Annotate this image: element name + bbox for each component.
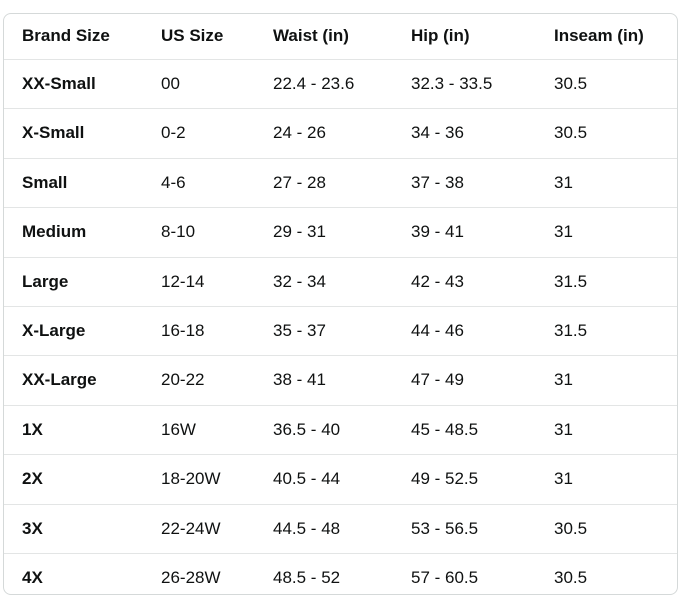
value-cell: 29 - 31 [255, 207, 393, 258]
value-cell: 37 - 38 [393, 157, 536, 208]
table-row: Large 12-14 32 - 34 42 - 43 31.5 [4, 256, 677, 307]
value-cell: 53 - 56.5 [393, 503, 536, 554]
value-cell: 36.5 - 40 [255, 404, 393, 455]
value-cell: 32.3 - 33.5 [393, 58, 536, 109]
size-chart-body: XX-Small 00 22.4 - 23.6 32.3 - 33.5 30.5 X-Sm… [4, 58, 677, 594]
table-row: 3X 22-24W 44.5 - 48 53 - 56.5 30.5 [4, 503, 677, 554]
value-cell: 57 - 60.5 [393, 552, 536, 594]
header-row: Brand Size US Size Waist (in) Hip (in) Insea… [4, 14, 677, 60]
value-cell: 40.5 - 44 [255, 454, 393, 505]
value-cell: 20-22 [143, 355, 255, 406]
table-row: 2X 18-20W 40.5 - 44 49 - 52.5 31 [4, 454, 677, 505]
value-cell: 22-24W [143, 503, 255, 554]
value-cell: 47 - 49 [393, 355, 536, 406]
brand-size-cell: XX-Large [4, 355, 143, 406]
value-cell: 34 - 36 [393, 108, 536, 159]
value-cell: 44 - 46 [393, 305, 536, 356]
brand-size-cell: XX-Small [4, 58, 143, 109]
table-row: X-Large 16-18 35 - 37 44 - 46 31.5 [4, 305, 677, 356]
value-cell: 26-28W [143, 552, 255, 594]
value-cell: 18-20W [143, 454, 255, 505]
value-cell: 38 - 41 [255, 355, 393, 406]
value-cell: 12-14 [143, 256, 255, 307]
table-row: 1X 16W 36.5 - 40 45 - 48.5 31 [4, 404, 677, 455]
table-row: XX-Large 20-22 38 - 41 47 - 49 31 [4, 355, 677, 406]
value-cell: 31 [536, 404, 677, 455]
table-row: XX-Small 00 22.4 - 23.6 32.3 - 33.5 30.5 [4, 58, 677, 109]
value-cell: 30.5 [536, 552, 677, 594]
value-cell: 0-2 [143, 108, 255, 159]
size-chart-table: Brand Size US Size Waist (in) Hip (in) Insea… [4, 14, 677, 594]
value-cell: 31 [536, 454, 677, 505]
brand-size-cell: 1X [4, 404, 143, 455]
column-header-hip-in: Hip (in) [411, 26, 470, 46]
brand-size-cell: 4X [4, 552, 143, 594]
value-cell: 45 - 48.5 [393, 404, 536, 455]
value-cell: 30.5 [536, 503, 677, 554]
brand-size-cell: X-Small [4, 108, 143, 159]
value-cell: 31 [536, 157, 677, 208]
brand-size-cell: Small [4, 157, 143, 208]
value-cell: 32 - 34 [255, 256, 393, 307]
value-cell: 31 [536, 355, 677, 406]
value-cell: 35 - 37 [255, 305, 393, 356]
table-row: X-Small 0-2 24 - 26 34 - 36 30.5 [4, 108, 677, 159]
value-cell: 30.5 [536, 58, 677, 109]
brand-size-cell: Large [4, 256, 143, 307]
value-cell: 27 - 28 [255, 157, 393, 208]
column-header-us-size: US Size [161, 26, 224, 46]
value-cell: 16-18 [143, 305, 255, 356]
value-cell: 31.5 [536, 305, 677, 356]
value-cell: 22.4 - 23.6 [255, 58, 393, 109]
column-header-brand-size: Brand Size [22, 26, 110, 46]
value-cell: 48.5 - 52 [255, 552, 393, 594]
value-cell: 24 - 26 [255, 108, 393, 159]
value-cell: 30.5 [536, 108, 677, 159]
brand-size-cell: 3X [4, 503, 143, 554]
value-cell: 8-10 [143, 207, 255, 258]
value-cell: 49 - 52.5 [393, 454, 536, 505]
value-cell: 31 [536, 207, 677, 258]
column-header-waist-in: Waist (in) [273, 26, 349, 46]
value-cell: 39 - 41 [393, 207, 536, 258]
value-cell: 4-6 [143, 157, 255, 208]
brand-size-cell: X-Large [4, 305, 143, 356]
table-row: 4X 26-28W 48.5 - 52 57 - 60.5 30.5 [4, 552, 677, 594]
column-header-inseam-in: Inseam (in) [554, 26, 644, 46]
table-row: Small 4-6 27 - 28 37 - 38 31 [4, 157, 677, 208]
value-cell: 16W [143, 404, 255, 455]
value-cell: 42 - 43 [393, 256, 536, 307]
brand-size-cell: 2X [4, 454, 143, 505]
size-chart-card: Brand Size US Size Waist (in) Hip (in) Insea… [3, 13, 678, 595]
value-cell: 31.5 [536, 256, 677, 307]
value-cell: 00 [143, 58, 255, 109]
brand-size-cell: Medium [4, 207, 143, 258]
table-row: Medium 8-10 29 - 31 39 - 41 31 [4, 207, 677, 258]
value-cell: 44.5 - 48 [255, 503, 393, 554]
